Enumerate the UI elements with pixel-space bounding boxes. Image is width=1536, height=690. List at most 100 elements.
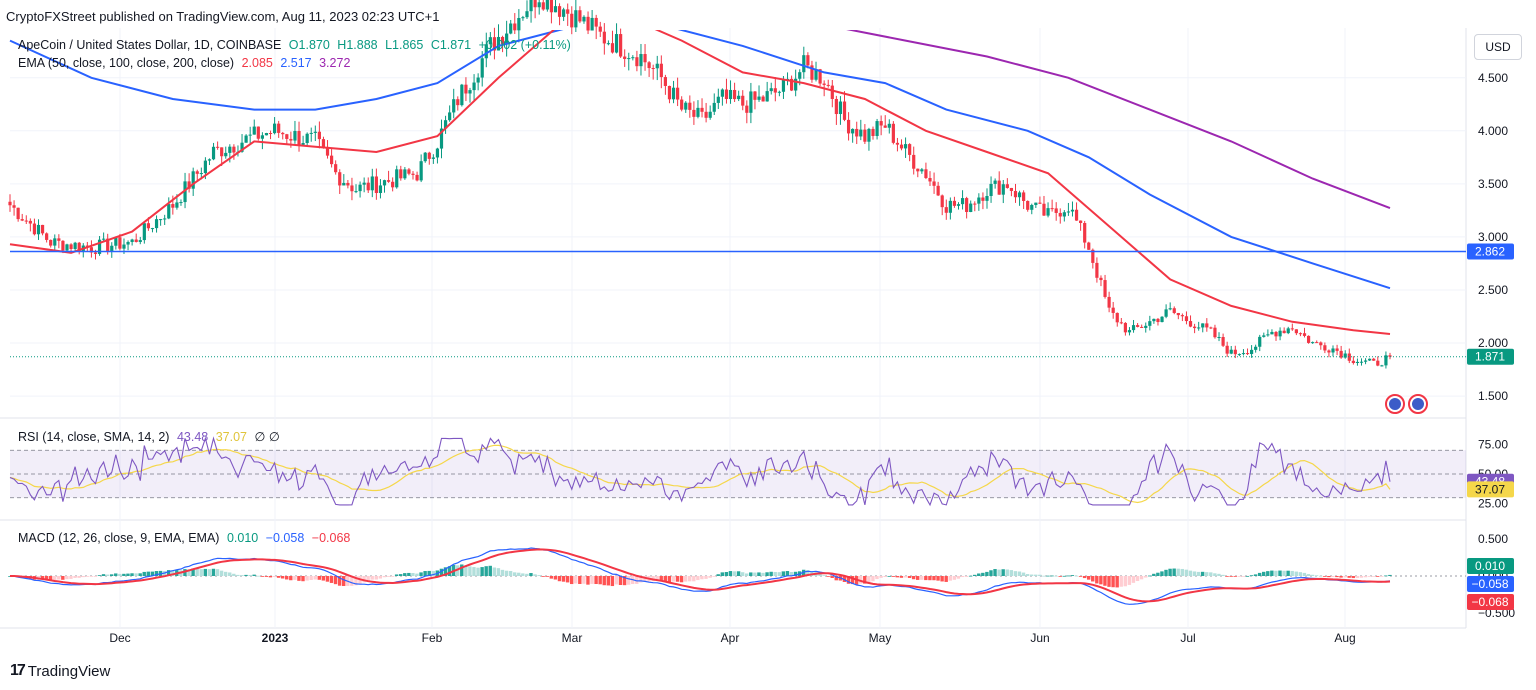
macd-hist-bar [468, 566, 472, 576]
candle [680, 96, 684, 112]
candle [167, 197, 171, 220]
macd-hist-bar [1249, 575, 1254, 577]
macd-hist-bar [374, 576, 378, 580]
candle [476, 73, 480, 91]
candle-body [688, 102, 692, 110]
candle-body [452, 99, 456, 113]
candle-body [350, 185, 354, 192]
candle [806, 52, 810, 69]
macd-hist-bar [773, 571, 777, 576]
currency-button[interactable]: USD [1474, 34, 1522, 60]
candle-body [1180, 315, 1184, 317]
candle-body [309, 132, 313, 134]
candle [1327, 349, 1331, 358]
candle-body [684, 102, 688, 110]
candle [737, 90, 741, 102]
candle [427, 151, 431, 165]
macd-hist-bar [1192, 571, 1197, 576]
candle-body [443, 120, 448, 129]
candle [346, 179, 350, 189]
ohlc-high: H1.888 [337, 38, 378, 52]
candle-body [855, 128, 859, 137]
candle [1237, 353, 1241, 357]
candle [1074, 202, 1079, 221]
candle [411, 171, 415, 180]
candle-body [1144, 325, 1148, 328]
candle-body [663, 77, 667, 86]
macd-hist-bar [382, 576, 387, 578]
macd-hist-bar [301, 576, 305, 582]
macd-hist-bar [1009, 570, 1014, 576]
candle-body [69, 244, 73, 249]
candle [1319, 341, 1323, 350]
candle-body [93, 252, 98, 254]
candle [191, 167, 195, 196]
macd-hist-bar [333, 576, 338, 585]
rsi-ma-value: 37.07 [215, 430, 247, 444]
macd-hist-bar [834, 576, 838, 581]
candle-body [708, 111, 712, 118]
candle [578, 6, 582, 24]
candle [741, 90, 745, 111]
candle-body [106, 238, 110, 252]
candle-body [1026, 200, 1030, 210]
macd-hist-bar [1038, 574, 1042, 576]
candle [688, 95, 692, 118]
macd-hist-bar [960, 576, 965, 578]
candle-body [1030, 204, 1034, 210]
macd-hist-bar [985, 571, 989, 576]
macd-hist-bar [1025, 574, 1030, 576]
macd-hist-bar [1205, 572, 1209, 576]
candle [1131, 319, 1136, 333]
candle [619, 28, 623, 58]
price-tick-label: 2.500 [1478, 283, 1508, 297]
macd-hist-bar [423, 571, 427, 576]
macd-hist-bar [309, 576, 313, 581]
candle-body [382, 180, 387, 186]
candle-body [114, 237, 118, 246]
candle-body [1091, 249, 1095, 263]
candle-body [110, 245, 114, 252]
candle [1140, 324, 1144, 329]
candle [1046, 202, 1050, 218]
macd-hist-tag-label: 0.010 [1475, 559, 1505, 573]
macd-hist-bar [745, 573, 749, 576]
candle-body [846, 119, 851, 134]
macd-hist-bar [553, 576, 558, 580]
candle [8, 194, 12, 212]
macd-hist-bar [1327, 576, 1331, 578]
candle-body [627, 58, 631, 60]
candle-body [671, 87, 676, 100]
candle [435, 147, 440, 164]
candle [40, 224, 45, 236]
symbol-legend: ApeCoin / United States Dollar, 1D, COIN… [18, 38, 575, 52]
macd-hist-bar [508, 570, 513, 576]
macd-hist-bar [252, 574, 256, 576]
candle-body [260, 135, 264, 139]
candle-body [822, 83, 826, 85]
candle-body [1083, 223, 1087, 243]
candle-body [277, 123, 281, 133]
candle-body [952, 200, 957, 206]
candle-body [1074, 209, 1079, 221]
time-tick-label: Feb [422, 631, 443, 645]
ema100-value: 2.517 [280, 56, 312, 70]
candle-body [386, 180, 391, 182]
candle [1172, 306, 1176, 315]
candle [338, 169, 342, 194]
macd-hist-bar [1131, 576, 1136, 583]
macd-hist-bar [244, 574, 248, 576]
macd-hist-bar [643, 576, 647, 582]
macd-hist-bar [1298, 572, 1303, 576]
candle [997, 171, 1001, 195]
macd-hist-bar [1119, 576, 1123, 587]
candle [1258, 334, 1262, 352]
candle [358, 181, 362, 198]
candle [1217, 332, 1221, 342]
candle [899, 139, 904, 151]
candle-body [960, 198, 965, 205]
macd-hist-bar [386, 576, 391, 577]
candle-body [969, 203, 973, 213]
candle [1099, 275, 1103, 287]
macd-hist-bar [154, 571, 159, 576]
